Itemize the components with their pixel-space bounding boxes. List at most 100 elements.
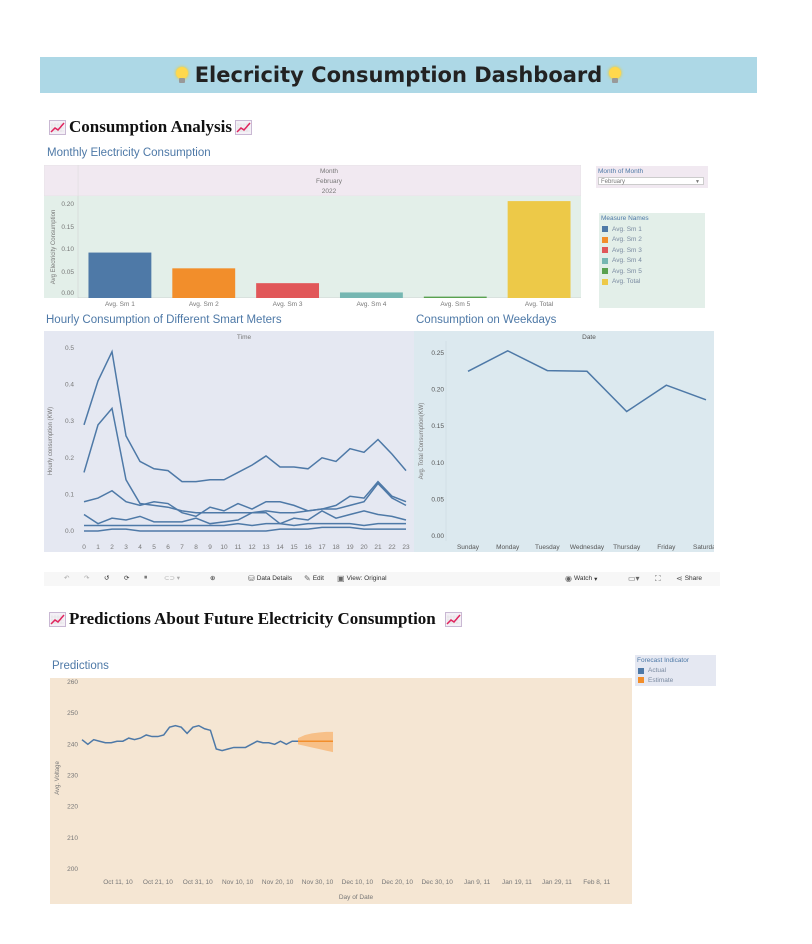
x-tick: Jan 9, 11 <box>464 879 491 886</box>
legend-item[interactable]: Avg. Sm 3 <box>602 245 705 256</box>
legend-title: Measure Names <box>601 215 649 222</box>
weekday-series-line[interactable] <box>467 349 707 413</box>
redo-icon[interactable]: ↷ <box>84 575 90 582</box>
section-title-consumption: Consumption Analysis <box>46 117 255 137</box>
revert-icon[interactable]: ↺ <box>104 575 110 582</box>
actual-series-line[interactable] <box>81 724 298 752</box>
pause-icon[interactable]: ⏸ <box>144 574 148 581</box>
bar-1[interactable] <box>88 252 152 298</box>
predictions-line-chart: Avg. Voltage Day of Date 260 250 240 230 220… <box>50 678 632 904</box>
x-tick: 2 <box>110 544 114 551</box>
x-tick: 17 <box>318 544 326 551</box>
x-tick-label: Avg. Sm 1 <box>105 301 135 308</box>
x-tick: Friday <box>657 544 676 551</box>
x-tick: Dec 10, 10 <box>342 879 374 886</box>
x-tick: 7 <box>180 544 184 551</box>
hourly-series-line[interactable] <box>83 480 407 518</box>
undo-icon[interactable]: ↶ <box>64 575 70 582</box>
tableau-toolbar: ↶ ↷ ↺ ⟳ ⏸ ⊂⊃ ▾ ⊕ ⛁ Data Details ✎ Edit ▣ Vi… <box>44 572 720 586</box>
predictions-y-axis-label: Avg. Voltage <box>55 761 61 795</box>
highlight-icon[interactable]: ⊂⊃ ▾ <box>164 575 180 582</box>
time-header-label: Time <box>237 334 252 341</box>
chart-increasing-icon <box>444 611 462 627</box>
dashboard-title: Elecricity Consumption Dashboard <box>194 63 603 87</box>
fullscreen-button[interactable]: ⛶ <box>655 574 661 584</box>
y-tick: 0.20 <box>431 387 444 394</box>
filter-label: Month of Month <box>598 168 644 175</box>
legend-label: Avg. Sm 5 <box>612 267 642 275</box>
x-tick: Dec 20, 10 <box>382 879 414 886</box>
legend-item[interactable]: Avg. Total <box>602 277 705 288</box>
x-tick: 13 <box>262 544 270 551</box>
lightbulb-icon <box>608 67 622 83</box>
legend-swatch <box>602 226 608 233</box>
watch-label: Watch <box>573 575 593 582</box>
edit-icon: ✎ <box>304 574 311 583</box>
x-tick: 12 <box>248 544 256 551</box>
bar-6[interactable] <box>507 201 571 298</box>
view-label: View: Original <box>346 575 387 582</box>
forecast-legend-title: Forecast Indicator <box>637 657 690 664</box>
share-button[interactable]: ⋖ Share <box>676 574 702 583</box>
x-tick: Feb 8, 11 <box>583 879 610 886</box>
view-button[interactable]: ▣ View: Original <box>337 574 387 583</box>
legend-item[interactable]: Actual <box>638 666 716 676</box>
x-tick: 21 <box>374 544 382 551</box>
y-tick: 0.10 <box>61 246 74 253</box>
legend-item[interactable]: Avg. Sm 5 <box>602 266 705 277</box>
section-title-text: Consumption Analysis <box>69 117 232 136</box>
y-tick: 0.4 <box>65 382 74 389</box>
y-tick: 0.5 <box>65 345 74 352</box>
comment-icon: ▭▾ <box>628 574 640 583</box>
hourly-y-axis-label: Hourly consumption (KW) <box>48 407 54 475</box>
hourly-series-line[interactable] <box>83 349 407 483</box>
bar-4[interactable] <box>339 292 403 298</box>
legend-label: Avg. Sm 3 <box>612 246 642 254</box>
view-icon: ▣ <box>337 574 345 583</box>
bar-3[interactable] <box>256 283 320 298</box>
edit-button[interactable]: ✎ Edit <box>304 574 324 583</box>
x-tick: Tuesday <box>535 544 560 551</box>
legend-swatch <box>602 278 608 285</box>
metrics-icon[interactable]: ⊕ <box>210 575 216 582</box>
y-tick: 0.20 <box>61 201 74 208</box>
x-tick: 22 <box>388 544 396 551</box>
legend-item[interactable]: Avg. Sm 1 <box>602 224 705 235</box>
x-tick: Thursday <box>613 544 641 551</box>
chevron-down-icon: ▾ <box>594 575 598 583</box>
y-tick: 0.25 <box>431 350 444 357</box>
hourly-series-line[interactable] <box>84 526 406 532</box>
bar-2[interactable] <box>172 268 236 298</box>
database-icon: ⛁ <box>248 574 255 583</box>
chevron-down-icon: ▼ <box>695 179 700 185</box>
legend-label: Estimate <box>648 676 674 684</box>
bar-5[interactable] <box>423 296 487 298</box>
date-header-label: Date <box>582 334 596 341</box>
legend-item[interactable]: Estimate <box>638 676 716 686</box>
share-icon: ⋖ <box>676 574 683 583</box>
data-details-button[interactable]: ⛁ Data Details <box>248 574 292 583</box>
x-tick: Wednesday <box>570 544 605 551</box>
monthly-chart-title: Monthly Electricity Consumption <box>47 147 211 159</box>
month-filter-dropdown[interactable]: February ▼ <box>598 177 704 185</box>
x-tick: 4 <box>138 544 142 551</box>
predictions-x-axis-label: Day of Date <box>339 894 374 901</box>
comment-button[interactable]: ▭▾ <box>628 574 640 583</box>
x-tick: Oct 21, 10 <box>143 879 173 886</box>
monthly-y-axis-label: Avg Electricity Consumption <box>51 210 57 285</box>
monthly-bar-chart: Month February 2022 Avg Electricity Cons… <box>44 165 581 309</box>
x-tick: 14 <box>276 544 284 551</box>
y-tick: 0.05 <box>61 269 74 276</box>
hourly-series-line[interactable] <box>83 406 407 514</box>
legend-item[interactable]: Avg. Sm 2 <box>602 235 705 246</box>
refresh-icon[interactable]: ⟳ <box>124 575 130 582</box>
y-tick: 0.10 <box>431 460 444 467</box>
hourly-series-line[interactable] <box>84 522 406 527</box>
legend-item[interactable]: Avg. Sm 4 <box>602 256 705 267</box>
watch-button[interactable]: ◉ Watch ▾ <box>565 574 597 583</box>
x-tick: Dec 30, 10 <box>421 879 453 886</box>
hourly-series-line[interactable] <box>83 510 407 525</box>
x-tick: 16 <box>304 544 312 551</box>
x-tick: 11 <box>235 544 242 551</box>
x-tick-label: Avg. Total <box>525 301 554 308</box>
